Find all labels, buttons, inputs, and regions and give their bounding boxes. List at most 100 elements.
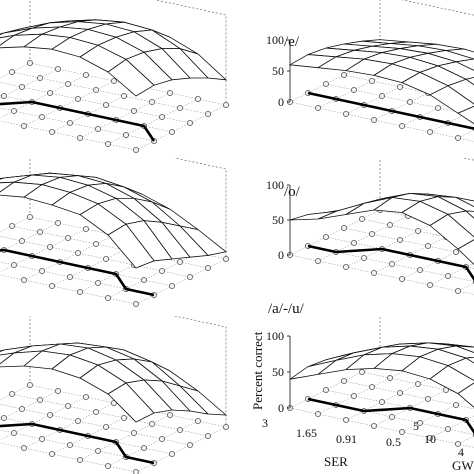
floor-point — [323, 81, 329, 87]
surface-facet — [107, 58, 155, 97]
floor-point — [427, 435, 433, 441]
floor-point — [65, 235, 71, 241]
floor-point — [47, 412, 53, 418]
floor-point — [133, 301, 139, 307]
floor-point — [95, 448, 101, 454]
floor-grid-line — [11, 71, 209, 115]
surface-facet — [107, 223, 155, 269]
floor-grid-line — [11, 393, 209, 437]
floor-point — [39, 436, 45, 442]
box-back-edge — [29, 316, 227, 427]
floor-point — [133, 147, 139, 153]
floor-point — [369, 78, 375, 84]
floor-point — [9, 391, 15, 397]
floor-point — [21, 123, 27, 129]
x-tick-label: 1.65 — [296, 426, 317, 440]
floor-point — [27, 214, 33, 220]
z-tick-label: 0 — [278, 95, 284, 109]
floor-point — [417, 267, 423, 273]
floor-point — [415, 228, 421, 234]
floor-point — [455, 135, 461, 141]
x-tick-label: 3 — [262, 416, 268, 430]
panel-title: /e/ — [284, 34, 300, 50]
floor-point — [343, 111, 349, 117]
floor-point — [343, 417, 349, 423]
panel-title: /a/-/u/ — [268, 301, 305, 317]
floor-grid-line — [135, 104, 227, 151]
floor-point — [49, 129, 55, 135]
floor-point — [19, 406, 25, 412]
floor-point — [95, 280, 101, 286]
box-back-edge — [29, 0, 227, 105]
floor-point — [315, 411, 321, 417]
floor-point — [453, 402, 459, 408]
floor-point — [9, 69, 15, 75]
floor-grid-line — [107, 420, 199, 467]
floor-point — [67, 442, 73, 448]
floor-point — [389, 261, 395, 267]
floor-point — [75, 250, 81, 256]
floor-point — [11, 262, 17, 268]
x-tick-label: 0.91 — [336, 432, 357, 446]
floor-point — [39, 268, 45, 274]
floor-point — [407, 99, 413, 105]
floor-point — [95, 126, 101, 132]
floor-point — [455, 441, 461, 447]
surface-facet — [429, 365, 474, 395]
floor-point — [83, 72, 89, 78]
floor-point — [149, 421, 155, 427]
floor-point — [11, 108, 17, 114]
floor-grid-line — [0, 442, 137, 473]
floor-point — [169, 283, 175, 289]
floor-point — [205, 111, 211, 117]
floor-point — [397, 237, 403, 243]
floor-point — [379, 93, 385, 99]
floor-point — [9, 223, 15, 229]
floor-point — [177, 105, 183, 111]
floor-point — [351, 87, 357, 93]
floor-grid-line — [0, 261, 155, 296]
box-back-edge — [29, 158, 227, 259]
floor-point — [315, 258, 321, 264]
floor-point — [205, 433, 211, 439]
floor-point — [121, 93, 127, 99]
threshold-contour — [307, 397, 474, 435]
floor-point — [223, 256, 229, 262]
floor-point — [205, 265, 211, 271]
floor-point — [177, 427, 183, 433]
floor-point — [387, 222, 393, 228]
floor-point — [387, 375, 393, 381]
floor-point — [187, 274, 193, 280]
floor-point — [399, 429, 405, 435]
floor-point — [371, 117, 377, 123]
threshold-contour — [0, 248, 155, 297]
floor-point — [65, 403, 71, 409]
floor-point — [453, 249, 459, 255]
floor-point — [27, 60, 33, 66]
floor-point — [111, 78, 117, 84]
floor-point — [397, 84, 403, 90]
floor-point — [47, 244, 53, 250]
floor-point — [223, 102, 229, 108]
floor-point — [105, 295, 111, 301]
floor-grid-line — [317, 215, 409, 262]
y-tick-label: 4 — [458, 445, 464, 459]
floor-grid-line — [289, 254, 474, 295]
y-axis-label: GW — [452, 458, 474, 473]
floor-point — [445, 273, 451, 279]
floor-grid-line — [343, 227, 474, 257]
floor-point — [341, 72, 347, 78]
floor-point — [323, 234, 329, 240]
floor-point — [371, 423, 377, 429]
threshold-contour — [0, 422, 155, 465]
floor-point — [75, 96, 81, 102]
floor-point — [435, 105, 441, 111]
floor-point — [77, 289, 83, 295]
floor-grid-line — [289, 407, 474, 448]
floor-point — [19, 238, 25, 244]
threshold-contour — [307, 91, 474, 130]
floor-point — [21, 445, 27, 451]
floor-point — [425, 243, 431, 249]
floor-point — [47, 90, 53, 96]
surface-facet — [457, 105, 474, 125]
